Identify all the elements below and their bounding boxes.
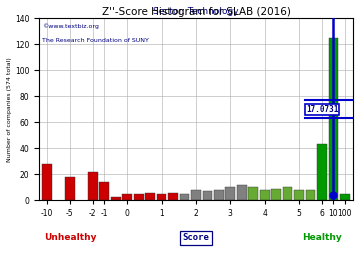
Bar bbox=[65, 177, 75, 200]
Bar bbox=[225, 187, 235, 200]
Bar bbox=[42, 164, 52, 200]
Bar bbox=[180, 194, 189, 200]
Text: Score: Score bbox=[183, 233, 210, 242]
Bar bbox=[145, 193, 155, 200]
Bar bbox=[122, 194, 132, 200]
Text: ©www.textbiz.org: ©www.textbiz.org bbox=[42, 23, 99, 29]
Bar bbox=[340, 194, 350, 200]
Bar bbox=[306, 190, 315, 200]
Bar bbox=[271, 189, 281, 200]
Bar bbox=[203, 191, 212, 200]
Title: Z''-Score Histogram for SLAB (2016): Z''-Score Histogram for SLAB (2016) bbox=[102, 7, 291, 17]
Text: 17.0731: 17.0731 bbox=[306, 105, 338, 114]
Bar bbox=[168, 193, 178, 200]
Text: The Research Foundation of SUNY: The Research Foundation of SUNY bbox=[42, 38, 149, 43]
Bar bbox=[191, 190, 201, 200]
Bar bbox=[134, 194, 144, 200]
Bar bbox=[88, 172, 98, 200]
Bar bbox=[157, 194, 166, 200]
Text: Unhealthy: Unhealthy bbox=[44, 233, 96, 242]
Y-axis label: Number of companies (574 total): Number of companies (574 total) bbox=[7, 57, 12, 162]
Text: Sector: Technology: Sector: Technology bbox=[153, 7, 239, 16]
Bar bbox=[214, 190, 224, 200]
Bar bbox=[317, 144, 327, 200]
Bar bbox=[329, 38, 338, 200]
Bar bbox=[99, 182, 109, 200]
Bar bbox=[294, 190, 304, 200]
Bar bbox=[111, 197, 121, 200]
Bar bbox=[260, 190, 270, 200]
Bar bbox=[283, 187, 292, 200]
Bar bbox=[237, 185, 247, 200]
Bar bbox=[248, 187, 258, 200]
Text: Healthy: Healthy bbox=[302, 233, 341, 242]
